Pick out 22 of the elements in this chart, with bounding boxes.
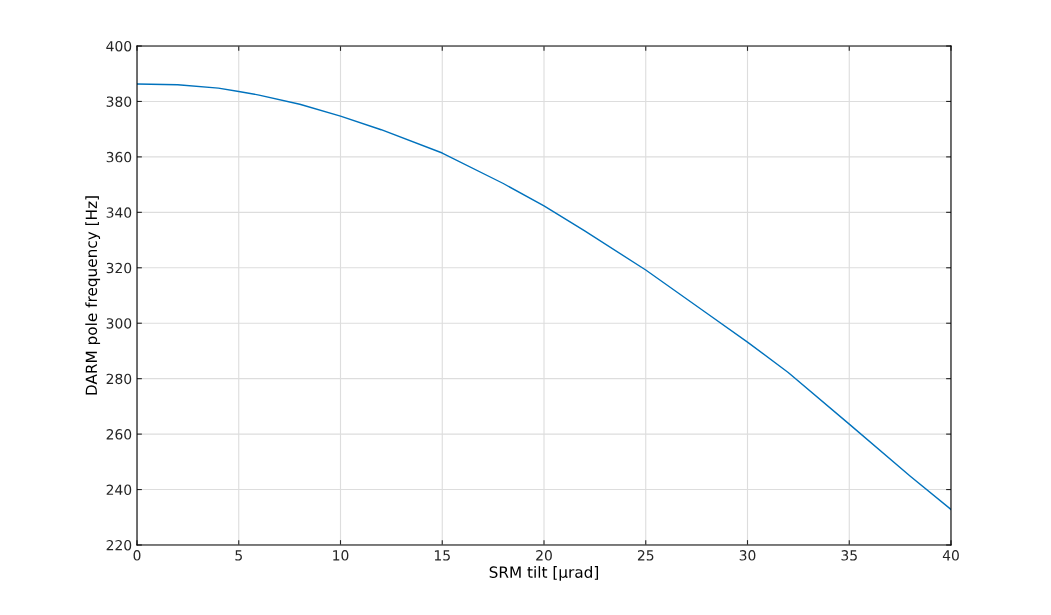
x-axis-title: SRM tilt [μrad] xyxy=(489,566,599,581)
x-tick-label: 0 xyxy=(133,550,141,561)
y-tick-label: 320 xyxy=(106,262,132,274)
x-tick-label: 30 xyxy=(739,550,756,561)
x-tick-label: 10 xyxy=(333,550,349,561)
y-tick-label: 300 xyxy=(106,318,132,329)
y-tick-label: 220 xyxy=(106,539,132,551)
y-tick-label: 280 xyxy=(106,373,132,385)
x-tick-label: 5 xyxy=(235,550,242,561)
y-axis-title: DARM pole frequency [Hz] xyxy=(85,196,101,395)
x-tick-label: 25 xyxy=(637,550,654,561)
line-series xyxy=(137,83,951,511)
x-tick-label: 35 xyxy=(841,550,857,561)
y-tick-label: 260 xyxy=(106,429,132,440)
x-tick-label: 15 xyxy=(434,550,450,561)
y-tick-label: 240 xyxy=(106,484,132,496)
y-tick-label: 360 xyxy=(106,151,132,163)
y-tick-label: 340 xyxy=(106,207,132,218)
x-tick-label: 20 xyxy=(536,550,552,561)
x-tick-label: 40 xyxy=(942,550,959,561)
y-tick-label: 380 xyxy=(106,96,132,107)
y-tick-label: 400 xyxy=(106,40,132,52)
